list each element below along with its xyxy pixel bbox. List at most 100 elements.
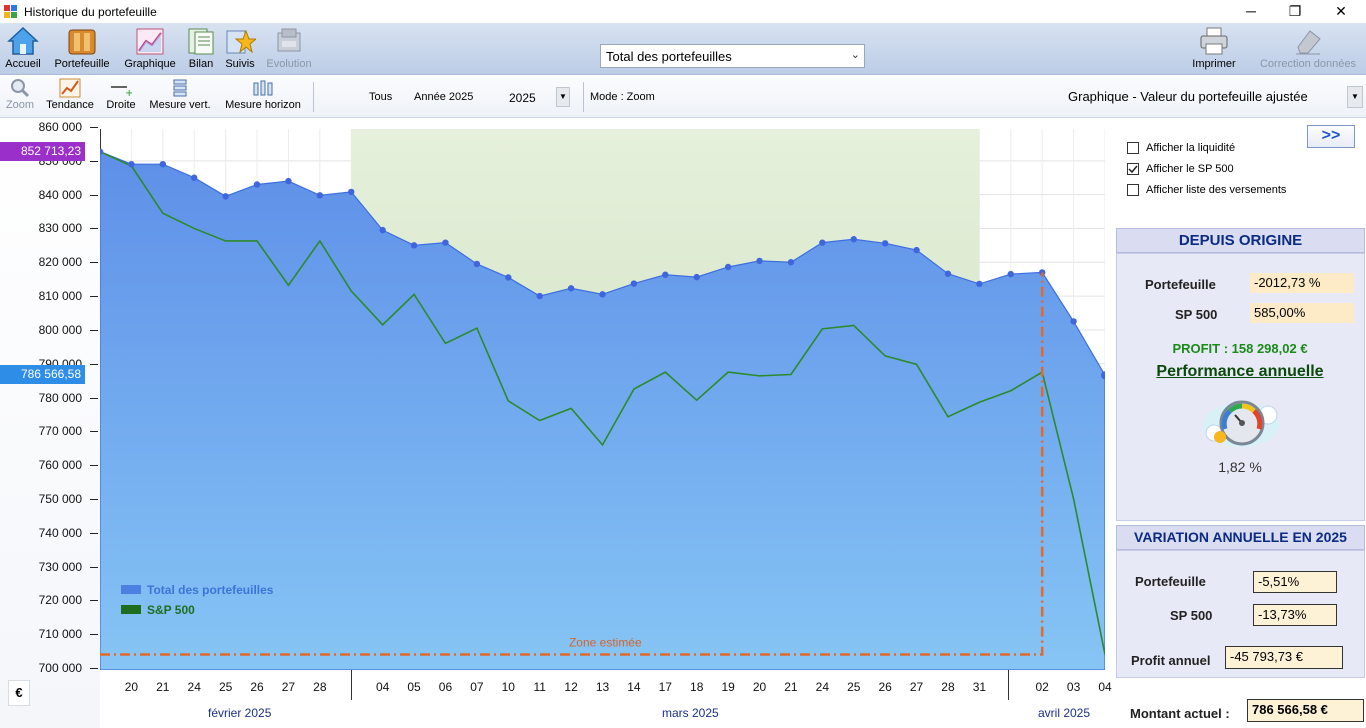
- data-point[interactable]: [599, 291, 606, 298]
- checkbox-checked-icon[interactable]: [1127, 163, 1139, 175]
- speedometer-icon: [1198, 393, 1284, 453]
- data-point[interactable]: [1038, 269, 1046, 276]
- portfolio-icon: [66, 25, 98, 57]
- bilan-button[interactable]: Bilan: [185, 25, 217, 70]
- data-point[interactable]: [410, 242, 418, 249]
- mesure-horizon-button[interactable]: Mesure horizon: [221, 78, 305, 111]
- suivis-button[interactable]: Suivis: [223, 25, 258, 70]
- close-button[interactable]: ✕: [1335, 3, 1347, 19]
- graph-type-select[interactable]: Graphique - Valeur du portefeuille ajust…: [1063, 86, 1363, 108]
- data-point[interactable]: [756, 257, 763, 265]
- data-point[interactable]: [567, 285, 575, 292]
- line-tool-icon: +: [110, 78, 133, 99]
- currency-label: €: [8, 680, 30, 706]
- month-label: avril 2025: [1038, 706, 1091, 720]
- montant-actuel-label: Montant actuel :: [1130, 706, 1230, 721]
- y-tick-mark: [90, 363, 98, 365]
- data-point[interactable]: [913, 246, 920, 254]
- y-tick-label: 820 000: [38, 255, 82, 270]
- data-point[interactable]: [1070, 318, 1077, 325]
- report-icon: [185, 25, 217, 57]
- y-tick-mark: [90, 498, 98, 500]
- y-tick-mark: [90, 634, 98, 636]
- depuis-origine-title: DEPUIS ORIGINE: [1116, 228, 1365, 253]
- y-tick-label: 700 000: [38, 661, 82, 675]
- chevron-down-icon: ⌄: [850, 49, 860, 61]
- data-point[interactable]: [505, 274, 512, 281]
- data-point[interactable]: [128, 160, 135, 168]
- tendance-button[interactable]: Tendance: [43, 78, 97, 111]
- minimize-button[interactable]: ─: [1246, 3, 1256, 19]
- x-tick-label: 20: [752, 680, 767, 694]
- data-point[interactable]: [724, 263, 732, 271]
- data-point[interactable]: [976, 280, 983, 288]
- imprimer-button[interactable]: Imprimer: [1188, 25, 1240, 70]
- current-value-tag: 786 566,58: [0, 365, 85, 385]
- y-axis-panel: [0, 118, 100, 728]
- graph-type-dropdown-button[interactable]: ▼: [1347, 86, 1363, 108]
- data-point[interactable]: [1101, 371, 1105, 380]
- data-point[interactable]: [285, 177, 292, 185]
- portfolio-select[interactable]: Total des portefeuilles ⌄: [600, 44, 865, 68]
- tous-filter[interactable]: Tous: [369, 91, 393, 103]
- data-point[interactable]: [473, 260, 481, 268]
- data-point[interactable]: [316, 192, 324, 199]
- data-point[interactable]: [944, 270, 952, 277]
- data-point[interactable]: [191, 174, 198, 181]
- data-point[interactable]: [630, 280, 638, 287]
- magnifier-icon: [9, 78, 31, 98]
- data-point[interactable]: [787, 259, 795, 266]
- legend-sp500-label: S&P 500: [147, 603, 195, 617]
- graphique-button[interactable]: Graphique: [121, 25, 179, 70]
- checkbox-icon[interactable]: [1127, 142, 1139, 154]
- variation-sp500-label: SP 500: [1170, 608, 1213, 623]
- data-point[interactable]: [850, 236, 857, 243]
- chart-icon: [134, 25, 166, 57]
- annee-filter[interactable]: Année 2025: [414, 91, 474, 103]
- x-tick-label: 04: [1098, 680, 1112, 694]
- zoom-button[interactable]: Zoom: [4, 78, 36, 111]
- y-tick-mark: [90, 431, 98, 433]
- data-point[interactable]: [348, 188, 355, 196]
- y-tick-mark: [90, 600, 98, 602]
- data-point[interactable]: [379, 226, 386, 234]
- accueil-button[interactable]: Accueil: [4, 25, 42, 70]
- profit-annuel-value: -45 793,73 €: [1225, 646, 1343, 669]
- maximize-button[interactable]: ❐: [1288, 3, 1302, 19]
- sp500-origin-value: 585,00%: [1250, 303, 1354, 323]
- data-point[interactable]: [662, 271, 669, 278]
- data-point[interactable]: [1007, 270, 1014, 278]
- y-tick-label: 860 000: [38, 120, 82, 134]
- data-point[interactable]: [693, 273, 700, 281]
- data-point[interactable]: [442, 239, 449, 246]
- correction-donnees-button[interactable]: Correction données: [1254, 25, 1362, 70]
- checkbox-icon[interactable]: [1127, 184, 1139, 196]
- x-tick-label: 05: [407, 680, 421, 694]
- expand-button[interactable]: >>: [1307, 125, 1355, 148]
- droite-button[interactable]: + Droite: [103, 78, 139, 111]
- year-dropdown-button[interactable]: ▼: [556, 87, 570, 107]
- liquidity-checkbox[interactable]: Afficher la liquidité: [1127, 142, 1235, 154]
- versements-checkbox[interactable]: Afficher liste des versements: [1127, 184, 1286, 196]
- data-point[interactable]: [536, 292, 543, 300]
- mode-label: Mode : Zoom: [590, 91, 655, 103]
- data-point[interactable]: [253, 181, 261, 188]
- x-tick-label: 20: [124, 680, 139, 694]
- x-tick-label: 14: [627, 680, 641, 694]
- sp500-line: [100, 150, 1105, 655]
- data-point[interactable]: [100, 148, 104, 155]
- mesure-vert-button[interactable]: Mesure vert.: [147, 78, 213, 111]
- evolution-button[interactable]: Evolution: [263, 25, 315, 70]
- performance-annuelle-title: Performance annuelle: [1156, 363, 1324, 380]
- data-point[interactable]: [222, 193, 229, 200]
- portefeuille-label: Portefeuille: [1145, 277, 1216, 292]
- x-tick-label: 31: [972, 680, 987, 694]
- sp500-checkbox[interactable]: Afficher le SP 500: [1127, 163, 1234, 175]
- year-value[interactable]: 2025: [509, 91, 536, 105]
- y-tick-label: 830 000: [38, 221, 82, 236]
- portefeuille-button[interactable]: Portefeuille: [51, 25, 113, 70]
- portfolio-chart[interactable]: Zone estimée Total des portefeuilles S&P…: [100, 129, 1105, 670]
- data-point[interactable]: [819, 239, 826, 246]
- data-point[interactable]: [159, 160, 167, 168]
- data-point[interactable]: [881, 240, 889, 247]
